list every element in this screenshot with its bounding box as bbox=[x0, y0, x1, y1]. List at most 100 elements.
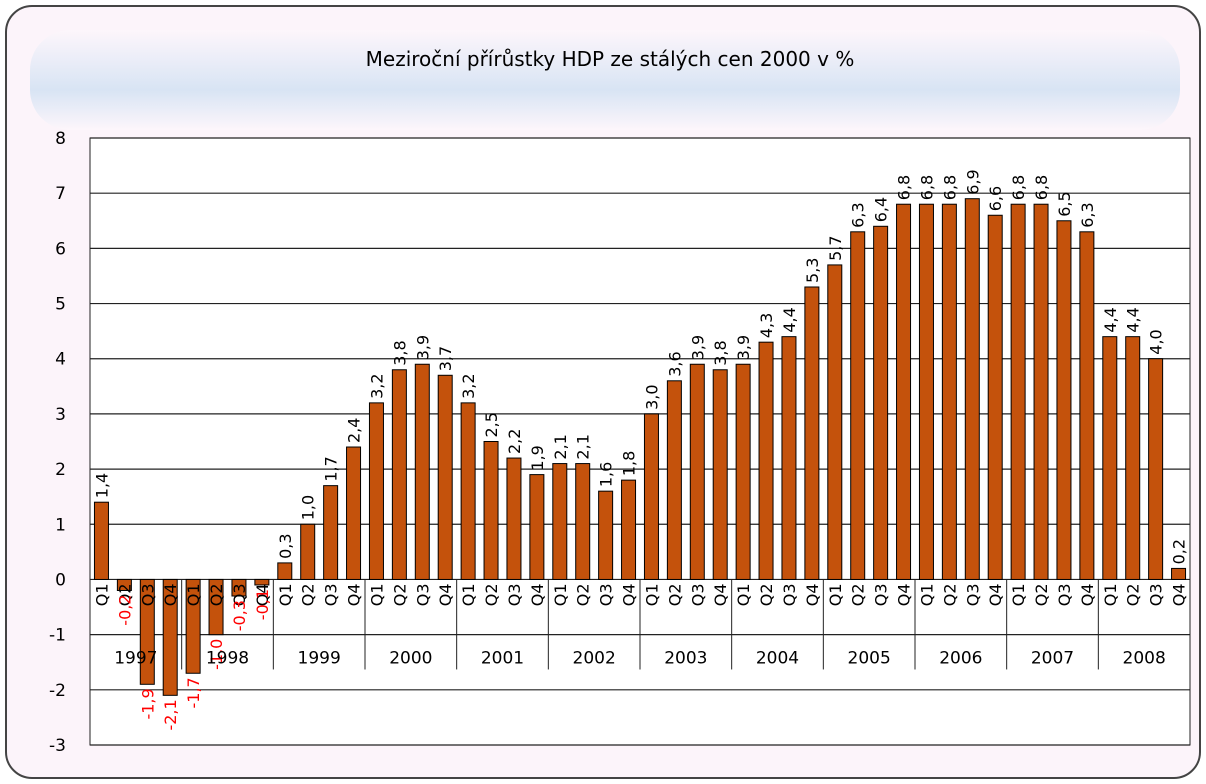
group-label: 1998 bbox=[206, 648, 249, 668]
bar bbox=[621, 479, 637, 580]
value-label: -2,1 bbox=[161, 699, 180, 730]
bar bbox=[391, 369, 407, 580]
value-label: 4,3 bbox=[757, 313, 776, 338]
x-tick-label: Q3 bbox=[872, 583, 891, 606]
x-tick-label: Q2 bbox=[940, 583, 959, 606]
x-tick-label: Q3 bbox=[138, 583, 157, 606]
bar bbox=[1056, 220, 1072, 580]
value-label: 5,3 bbox=[803, 258, 822, 283]
value-label: 2,4 bbox=[345, 418, 364, 443]
bar bbox=[850, 231, 866, 580]
bar bbox=[483, 441, 499, 580]
bar bbox=[185, 578, 201, 674]
value-label: 6,8 bbox=[940, 175, 959, 200]
x-tick-label: Q4 bbox=[1078, 583, 1097, 606]
x-tick-label: Q4 bbox=[620, 583, 639, 606]
bar bbox=[941, 203, 957, 580]
x-tick-label: Q2 bbox=[390, 583, 409, 606]
y-tick-label: 2 bbox=[55, 460, 66, 480]
bar bbox=[918, 203, 934, 580]
x-tick-label: Q3 bbox=[597, 583, 616, 606]
bar bbox=[208, 578, 224, 636]
bar bbox=[827, 264, 843, 580]
x-tick-label: Q2 bbox=[665, 583, 684, 606]
bar bbox=[506, 457, 522, 580]
x-tick-label: Q4 bbox=[345, 583, 364, 606]
x-tick-label: Q2 bbox=[115, 583, 134, 606]
value-label: 1,0 bbox=[299, 495, 318, 520]
x-tick-label: Q3 bbox=[505, 583, 524, 606]
value-label: 3,9 bbox=[688, 335, 707, 360]
value-label: 0,3 bbox=[276, 533, 295, 558]
value-label: 4,4 bbox=[1101, 307, 1120, 332]
value-label: 4,4 bbox=[780, 307, 799, 332]
group-label: 2001 bbox=[481, 648, 524, 668]
x-tick-label: Q3 bbox=[413, 583, 432, 606]
value-label: 6,8 bbox=[895, 175, 914, 200]
value-label: 6,3 bbox=[849, 202, 868, 227]
value-label: 6,9 bbox=[963, 169, 982, 194]
x-tick-label: Q4 bbox=[711, 583, 730, 606]
value-label: 6,6 bbox=[986, 186, 1005, 211]
x-tick-label: Q4 bbox=[1170, 583, 1189, 606]
value-label: 2,2 bbox=[505, 429, 524, 454]
bar bbox=[139, 578, 155, 685]
group-label: 1999 bbox=[298, 648, 341, 668]
x-tick-label: Q4 bbox=[161, 583, 180, 606]
value-label: 3,2 bbox=[367, 373, 386, 398]
x-tick-label: Q3 bbox=[230, 583, 249, 606]
bar bbox=[1010, 203, 1026, 580]
value-label: 1,7 bbox=[322, 456, 341, 481]
x-tick-label: Q3 bbox=[688, 583, 707, 606]
bar bbox=[346, 446, 362, 580]
y-tick-label: 0 bbox=[55, 570, 66, 590]
x-tick-label: Q4 bbox=[528, 583, 547, 606]
x-tick-label: Q3 bbox=[780, 583, 799, 606]
bar bbox=[1125, 336, 1141, 580]
value-label: 4,4 bbox=[1124, 307, 1143, 332]
group-label: 2002 bbox=[573, 648, 616, 668]
bar bbox=[735, 363, 751, 580]
bar bbox=[689, 363, 705, 580]
bar bbox=[758, 341, 774, 580]
bar bbox=[666, 380, 682, 580]
value-label: 3,9 bbox=[734, 335, 753, 360]
bar bbox=[873, 225, 889, 580]
x-tick-label: Q2 bbox=[1032, 583, 1051, 606]
x-tick-label: Q2 bbox=[1124, 583, 1143, 606]
x-tick-label: Q1 bbox=[459, 583, 478, 606]
bar bbox=[804, 286, 820, 580]
x-tick-label: Q1 bbox=[826, 583, 845, 606]
y-tick-label: -1 bbox=[49, 626, 66, 646]
x-tick-label: Q1 bbox=[642, 583, 661, 606]
y-tick-label: 8 bbox=[55, 129, 66, 149]
x-tick-label: Q3 bbox=[963, 583, 982, 606]
bar bbox=[414, 363, 430, 580]
value-label: 2,1 bbox=[551, 434, 570, 459]
group-label: 1997 bbox=[114, 648, 157, 668]
bar bbox=[1148, 358, 1164, 580]
bar bbox=[643, 413, 659, 580]
x-tick-label: Q3 bbox=[1055, 583, 1074, 606]
title-band bbox=[30, 30, 1180, 130]
bar bbox=[964, 198, 980, 580]
bar bbox=[1102, 336, 1118, 580]
x-tick-label: Q1 bbox=[917, 583, 936, 606]
x-tick-label: Q2 bbox=[482, 583, 501, 606]
bar bbox=[93, 501, 109, 580]
value-label: 1,4 bbox=[92, 473, 111, 498]
x-tick-label: Q4 bbox=[803, 583, 822, 606]
x-tick-label: Q4 bbox=[986, 583, 1005, 606]
y-tick-label: 5 bbox=[55, 295, 66, 315]
x-tick-label: Q2 bbox=[757, 583, 776, 606]
group-label: 2007 bbox=[1031, 648, 1074, 668]
value-label: 1,6 bbox=[597, 462, 616, 487]
x-tick-label: Q4 bbox=[436, 583, 455, 606]
bar bbox=[254, 578, 270, 586]
bar bbox=[712, 369, 728, 580]
group-label: 2006 bbox=[939, 648, 982, 668]
x-tick-label: Q1 bbox=[551, 583, 570, 606]
value-label: 0,2 bbox=[1170, 539, 1189, 564]
bar bbox=[529, 474, 545, 580]
